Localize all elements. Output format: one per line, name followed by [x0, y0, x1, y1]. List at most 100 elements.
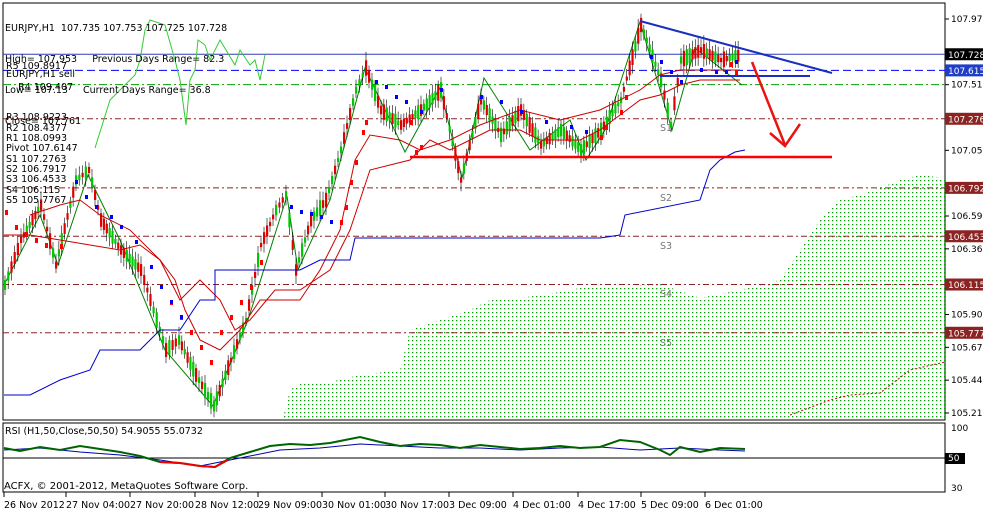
candle-body	[548, 132, 551, 145]
candle-body	[114, 238, 117, 244]
candle-body	[511, 115, 514, 127]
candle-body	[368, 70, 371, 83]
psar-dot-blue	[700, 68, 703, 72]
candle-body	[525, 113, 528, 127]
psar-dot-blue	[120, 225, 123, 229]
candle-body	[642, 29, 646, 37]
price-tick-label: 107.975	[951, 15, 983, 25]
candle-body	[480, 95, 483, 105]
rsi-tick-label: 30	[951, 484, 963, 494]
sell-arrow-head	[769, 123, 802, 148]
candle-body	[565, 130, 568, 141]
lagging-span	[94, 19, 266, 149]
psar-dot-blue	[650, 55, 653, 59]
candle-body	[278, 202, 281, 208]
candle-body	[714, 51, 717, 63]
candle-body	[597, 128, 600, 138]
candle-body	[608, 110, 611, 125]
price-tag-label: 107.728	[948, 51, 983, 61]
candle-body	[46, 226, 49, 232]
candle-body	[20, 236, 23, 244]
candle-body	[602, 121, 606, 130]
psar-dot-red	[35, 238, 38, 243]
psar-dot-blue	[520, 110, 523, 114]
price-tick-label: 105.675	[951, 343, 983, 353]
time-tick-label: 30 Nov 17:00	[385, 500, 449, 511]
psar-dot-blue	[420, 110, 423, 114]
kijun-line	[4, 79, 740, 331]
symbol-line: EURJPY,H1 107.735 107.753 107.725 107.72…	[5, 22, 228, 34]
candle-body	[183, 348, 186, 355]
psar-dot-red	[625, 95, 628, 100]
psar-dot-blue	[670, 70, 673, 74]
candle-body	[28, 221, 31, 229]
psar-dot-blue	[95, 205, 98, 209]
candle-body	[454, 147, 457, 161]
candle-body	[663, 90, 666, 100]
candle-body	[319, 200, 322, 216]
psar-dot-blue	[75, 180, 78, 184]
candle-body	[361, 73, 364, 78]
rsi-title: RSI (H1,50,Close,50,50) 54.9055 55.0732	[5, 426, 203, 437]
candle-body	[281, 197, 284, 203]
psar-dot-red	[25, 232, 28, 237]
psar-dot-blue	[585, 130, 588, 134]
psar-dot-red	[355, 160, 358, 165]
candle-body	[531, 123, 534, 137]
candle-body	[631, 49, 634, 66]
candle-body	[588, 135, 591, 148]
candle-body	[328, 186, 331, 194]
candle-body	[457, 161, 460, 174]
candle-body	[380, 105, 383, 115]
pivot-r3: R3 108.9223	[6, 112, 67, 124]
candle-body	[728, 54, 731, 61]
time-tick-label: 28 Nov 12:00	[195, 500, 259, 511]
candle-body	[614, 103, 617, 114]
candle-body	[49, 233, 52, 249]
time-tick-label: 6 Dec 01:00	[705, 500, 763, 511]
candle-body	[502, 128, 506, 135]
candle-body	[494, 118, 497, 132]
candle-body	[168, 340, 171, 355]
price-tick-label: 107.515	[951, 81, 983, 91]
descending-trendline	[639, 20, 833, 74]
candle-body	[346, 123, 349, 129]
psar-dot-red	[350, 180, 353, 185]
candle-body	[272, 214, 275, 220]
candle-body	[537, 136, 540, 144]
candle-body	[648, 44, 651, 53]
candle-body	[13, 252, 16, 264]
candle-body	[134, 259, 137, 270]
candle-body	[628, 60, 631, 76]
price-tag-label: 107.615	[948, 67, 983, 77]
price-tag-label: 106.453	[948, 233, 983, 243]
candle-body	[605, 116, 608, 127]
level-label-s5: S5	[660, 338, 672, 349]
candle-body	[349, 108, 352, 120]
candle-body	[337, 157, 340, 163]
candle-body	[517, 106, 520, 122]
candle-body	[697, 45, 700, 58]
candle-body	[676, 77, 679, 86]
candle-body	[88, 166, 91, 174]
time-tick-label: 4 Dec 17:00	[578, 500, 636, 511]
psar-dot-red	[210, 360, 213, 365]
candle-body	[207, 392, 210, 400]
candle-body	[186, 352, 189, 363]
candle-body	[215, 391, 219, 406]
candle-body	[585, 141, 588, 148]
price-tick-label: 106.365	[951, 245, 983, 255]
candle-body	[694, 47, 697, 59]
psar-dot-blue	[500, 100, 503, 104]
psar-dot-blue	[545, 120, 548, 124]
psar-dot-blue	[375, 80, 378, 84]
pivot-r4: R4 109.407	[18, 81, 74, 93]
price-tag-bg	[945, 48, 983, 61]
candle-body	[165, 343, 168, 357]
psar-dot-red	[415, 150, 418, 155]
price-tag-bg	[945, 112, 983, 125]
candle-body	[391, 113, 394, 124]
candle-body	[645, 37, 648, 44]
rsi-line	[3, 435, 746, 469]
price-tick-label: 107.055	[951, 146, 983, 156]
